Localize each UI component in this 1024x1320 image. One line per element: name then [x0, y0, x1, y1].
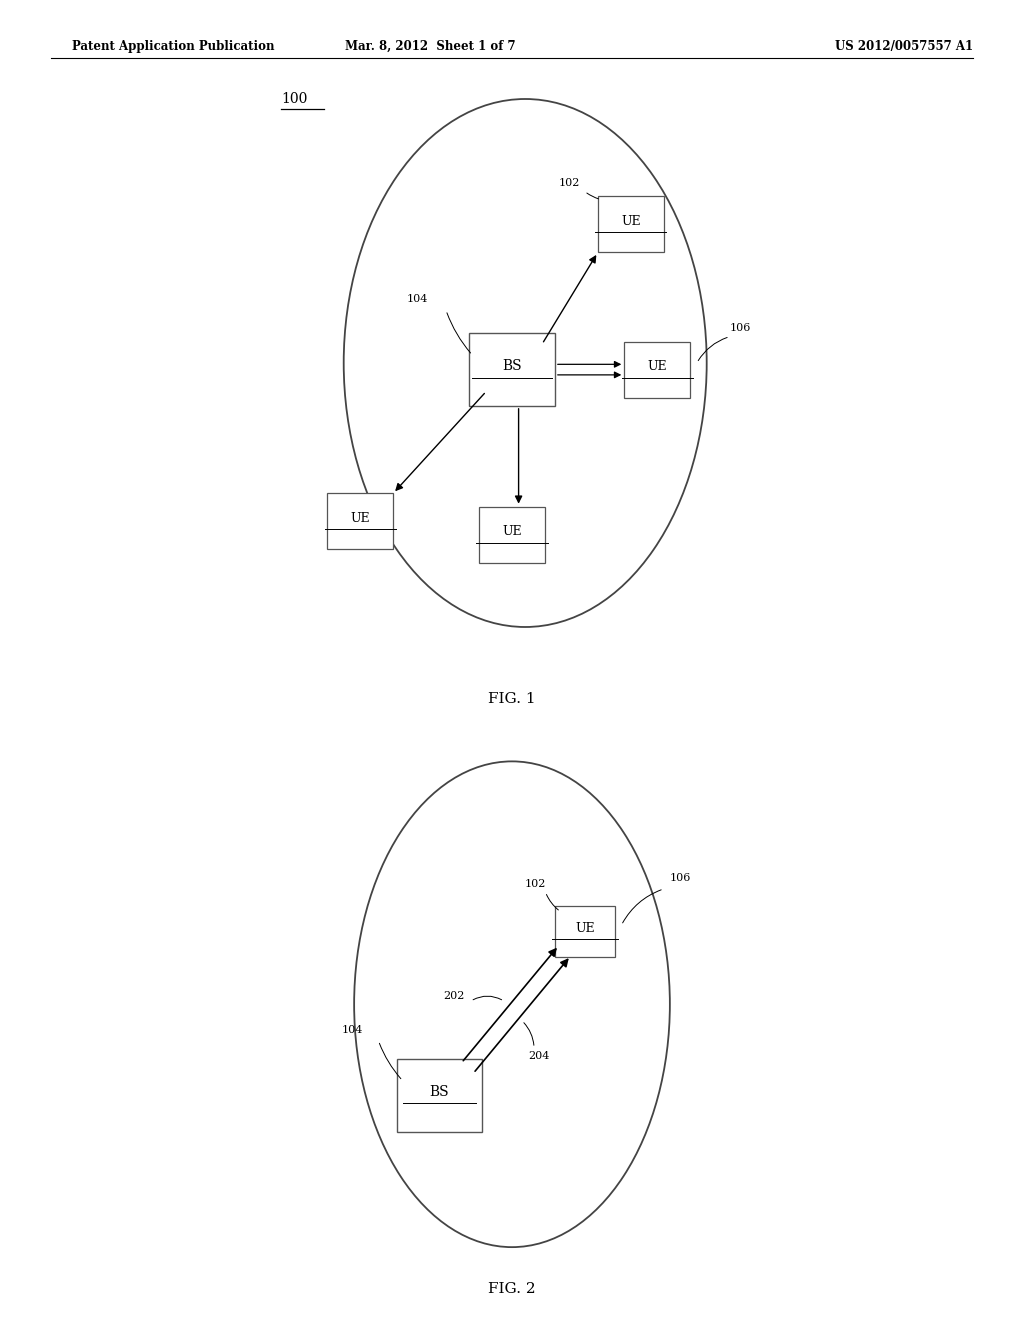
- Text: 106: 106: [670, 873, 691, 883]
- Text: FIG. 2: FIG. 2: [488, 1282, 536, 1296]
- Text: 102: 102: [558, 178, 580, 187]
- Text: Patent Application Publication: Patent Application Publication: [72, 40, 274, 53]
- Bar: [479, 507, 545, 562]
- Text: 104: 104: [407, 293, 428, 304]
- Bar: [469, 333, 555, 405]
- Text: UE: UE: [350, 512, 370, 524]
- Bar: [598, 197, 664, 252]
- Text: 202: 202: [443, 991, 465, 1001]
- Text: 204: 204: [528, 1051, 550, 1061]
- Text: UE: UE: [502, 525, 522, 537]
- Text: 104: 104: [342, 1024, 364, 1035]
- Text: UE: UE: [575, 921, 595, 935]
- Text: UE: UE: [647, 360, 667, 372]
- Text: BS: BS: [502, 359, 522, 374]
- Text: 102: 102: [524, 879, 546, 888]
- Text: US 2012/0057557 A1: US 2012/0057557 A1: [835, 40, 973, 53]
- Text: Mar. 8, 2012  Sheet 1 of 7: Mar. 8, 2012 Sheet 1 of 7: [345, 40, 515, 53]
- Text: BS: BS: [429, 1085, 449, 1100]
- Text: 100: 100: [281, 92, 307, 107]
- Bar: [328, 494, 393, 549]
- Text: FIG. 1: FIG. 1: [488, 692, 536, 706]
- Bar: [396, 1059, 481, 1131]
- Bar: [625, 342, 690, 397]
- Bar: [555, 906, 615, 957]
- Text: UE: UE: [621, 215, 641, 227]
- Text: 106: 106: [730, 323, 752, 333]
